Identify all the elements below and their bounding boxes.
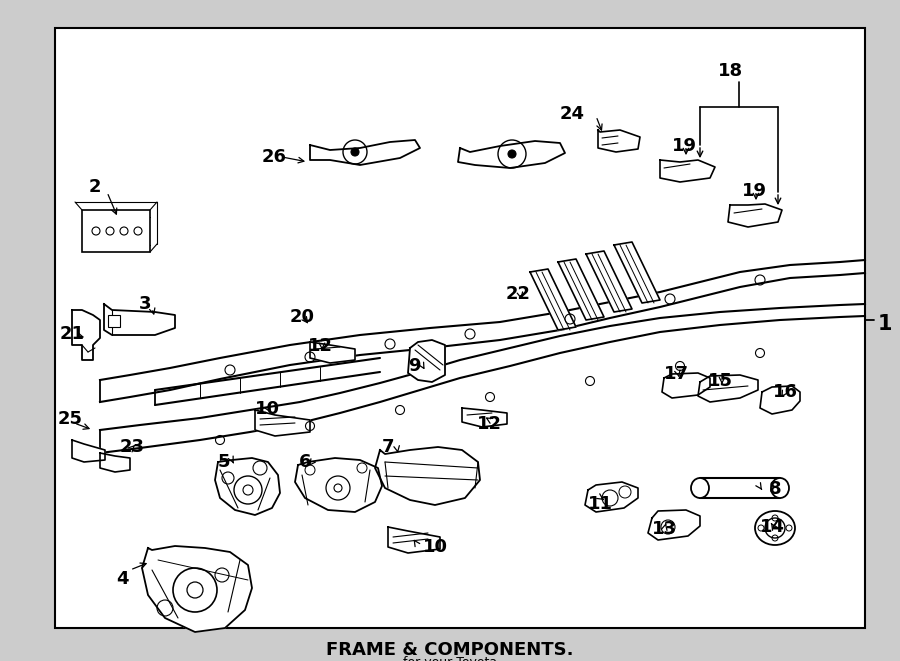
Polygon shape [388,527,440,553]
Text: 12: 12 [477,415,502,433]
Text: 20: 20 [290,308,315,326]
Text: FRAME & COMPONENTS.: FRAME & COMPONENTS. [326,641,574,659]
Text: 26: 26 [262,148,287,166]
Polygon shape [408,340,445,382]
Ellipse shape [755,511,795,545]
Text: 9: 9 [408,357,420,375]
Polygon shape [310,342,355,363]
Text: 22: 22 [506,285,531,303]
Polygon shape [558,259,604,320]
Polygon shape [698,375,758,402]
Text: 14: 14 [760,518,785,536]
Polygon shape [760,386,800,414]
Polygon shape [458,141,565,168]
Text: 19: 19 [742,182,767,200]
Text: 13: 13 [652,520,677,538]
Bar [108,315,120,327]
Text: 7: 7 [382,438,394,456]
Text: 16: 16 [773,383,798,401]
Text: 17: 17 [664,365,689,383]
Text: 11: 11 [588,495,613,513]
Polygon shape [598,130,640,152]
Text: 2: 2 [89,178,102,196]
Text: 19: 19 [672,137,697,155]
Text: for your Toyota: for your Toyota [403,656,497,661]
Text: 18: 18 [718,62,743,80]
Text: 15: 15 [708,372,733,390]
Polygon shape [728,204,782,227]
Text: 1: 1 [878,314,893,334]
Text: 21: 21 [60,325,85,343]
Polygon shape [585,482,638,512]
Polygon shape [72,440,105,462]
Text: 5: 5 [218,453,230,471]
Polygon shape [462,408,507,427]
Text: 8: 8 [769,480,781,498]
Polygon shape [660,160,715,182]
Ellipse shape [691,478,709,498]
Text: 24: 24 [560,105,585,123]
Polygon shape [215,458,280,515]
Text: 6: 6 [299,453,311,471]
Polygon shape [255,410,310,436]
Circle shape [508,150,516,158]
Polygon shape [295,458,382,512]
Polygon shape [142,546,252,632]
Text: 12: 12 [308,337,333,355]
Polygon shape [648,510,700,540]
Polygon shape [586,251,632,312]
Text: 23: 23 [120,438,145,456]
Polygon shape [530,269,576,330]
Polygon shape [375,447,480,505]
Polygon shape [662,373,710,398]
Polygon shape [310,140,420,165]
Text: 10: 10 [423,538,448,556]
Text: 10: 10 [255,400,280,418]
Text: 3: 3 [139,295,151,313]
Ellipse shape [771,478,789,498]
Bar [82,210,150,252]
Polygon shape [614,242,660,303]
Polygon shape [100,453,130,472]
Polygon shape [104,304,175,335]
Text: 4: 4 [116,570,129,588]
Text: 25: 25 [58,410,83,428]
Circle shape [351,148,359,156]
Polygon shape [72,310,100,360]
